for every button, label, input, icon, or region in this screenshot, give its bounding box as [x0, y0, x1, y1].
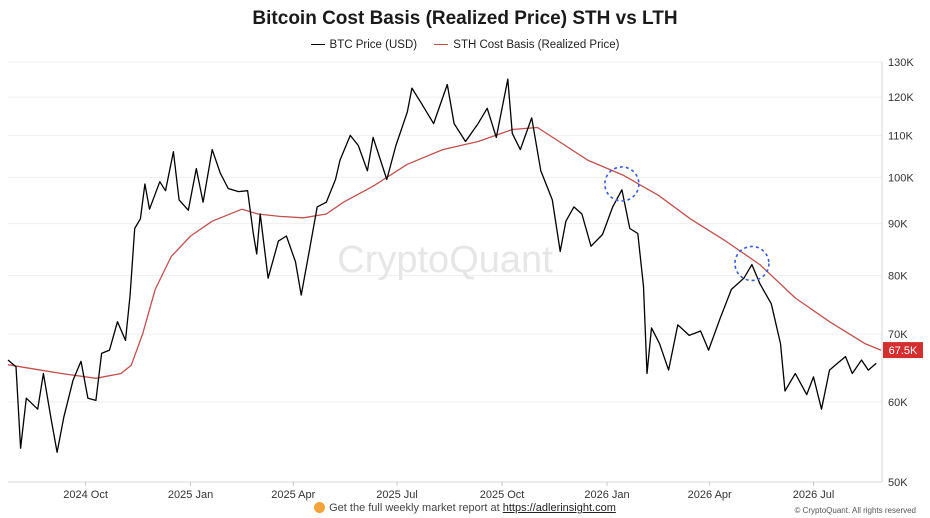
footer-text: Get the full weekly market report at — [329, 502, 500, 514]
y-tick-label: 80K — [888, 270, 908, 282]
y-tick-label: 100K — [888, 172, 914, 184]
x-tick-label: 2024 Oct — [63, 489, 108, 501]
annotation-circle — [734, 245, 770, 282]
y-tick-label: 60K — [888, 397, 908, 409]
y-axis-ticks: 50K 60K 70K 80K 90K 100K 110K 120K 130K — [888, 57, 914, 489]
last-value-badge — [883, 342, 923, 359]
footer-promo: Get the full weekly market report at htt… — [0, 502, 930, 514]
legend: BTC Price (USD) STH Cost Basis (Realized… — [0, 39, 930, 51]
legend-swatch-btc-price — [310, 44, 325, 46]
coin-icon — [314, 502, 326, 513]
y-tick-label: 90K — [888, 219, 908, 231]
x-axis-ticks: 2024 Oct 2025 Jan 2025 Apr 2025 Jul 2025 Oct… — [63, 482, 834, 501]
x-tick-label: 2025 Jan — [168, 489, 213, 501]
annotation-circle — [604, 166, 640, 202]
legend-item-btc-price[interactable]: BTC Price (USD) — [310, 39, 418, 51]
series-line-sth-cost-basis — [7, 126, 882, 379]
y-tick-label: 50K — [888, 477, 908, 489]
y-tick-label: 130K — [888, 57, 914, 69]
last-value-label: 67.5K — [889, 345, 918, 357]
last-value-marker: 67.5K — [883, 342, 923, 359]
grid-lines — [8, 61, 882, 403]
series-line-btc-price — [7, 78, 877, 453]
legend-label-sth-cost-basis: STH Cost Basis (Realized Price) — [453, 39, 620, 51]
legend-item-sth-cost-basis[interactable]: STH Cost Basis (Realized Price) — [434, 39, 619, 51]
footer-link[interactable]: https://adlerinsight.com — [502, 502, 616, 514]
annotation-group — [604, 166, 770, 282]
x-tick-label: 2025 Jul — [376, 489, 418, 501]
y-tick-label: 110K — [888, 130, 914, 142]
x-tick-label: 2026 Apr — [688, 489, 732, 501]
x-tick-label: 2025 Oct — [480, 489, 525, 501]
watermark: CryptoQuant — [337, 239, 553, 281]
series-group — [7, 78, 882, 453]
y-tick-label: 120K — [888, 92, 914, 104]
chart-title: Bitcoin Cost Basis (Realized Price) STH … — [252, 8, 678, 29]
y-tick-label: 70K — [888, 329, 908, 341]
x-tick-label: 2026 Jul — [793, 489, 835, 501]
x-tick-label: 2025 Apr — [271, 489, 315, 501]
x-tick-label: 2026 Jan — [584, 489, 629, 501]
copyright-notice: © CryptoQuant. All rights reserved — [794, 506, 917, 515]
legend-swatch-sth-cost-basis — [434, 44, 449, 46]
legend-label-btc-price: BTC Price (USD) — [329, 39, 418, 51]
